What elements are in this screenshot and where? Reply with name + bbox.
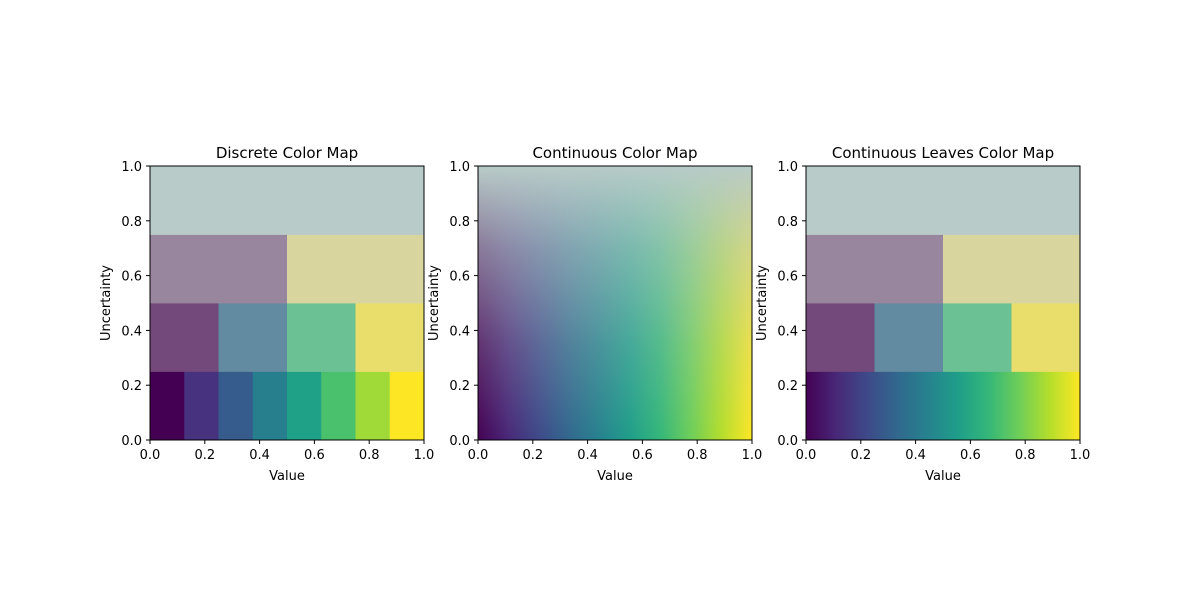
- x-tick-label: 0.0: [796, 448, 817, 463]
- y-tick-label: 0.8: [449, 215, 470, 230]
- heatmap-cell: [389, 371, 425, 441]
- y-tick-label: 0.2: [449, 379, 470, 394]
- heatmap-cell: [150, 371, 185, 441]
- x-tick-label: 0.4: [905, 448, 926, 463]
- x-axis-label: Value: [925, 469, 961, 484]
- y-tick-label: 0.8: [777, 215, 798, 230]
- y-axis-label: Uncertainty: [427, 265, 442, 341]
- heatmap-cell: [943, 234, 1081, 304]
- axes-frame: [149, 165, 425, 441]
- heatmap-cell: [150, 234, 288, 304]
- heatmap-cell: [218, 303, 288, 372]
- y-axis-label: Uncertainty: [99, 265, 114, 341]
- y-tick-label: 0.8: [121, 215, 142, 230]
- axes-frame: [477, 165, 753, 441]
- x-tick-label: 0.0: [468, 448, 489, 463]
- chart-title: Continuous Leaves Color Map: [832, 144, 1054, 162]
- heatmap-cell: [943, 303, 1012, 372]
- heatmap-cell: [218, 371, 254, 441]
- x-tick-label: 0.6: [960, 448, 981, 463]
- y-tick-label: 0.6: [777, 270, 798, 285]
- heatmap-cell: [252, 371, 288, 441]
- heatmap-cell: [806, 303, 875, 372]
- x-tick-label: 0.8: [687, 448, 708, 463]
- heatmap-cell: [806, 166, 1081, 235]
- x-tick-label: 0.6: [304, 448, 325, 463]
- x-tick-label: 0.0: [140, 448, 161, 463]
- panel-continuous: Continuous Color Map 0.0 0.2 0.4 0.6 0.8 1.00…: [427, 144, 762, 484]
- y-tick-label: 0.4: [121, 324, 142, 339]
- heatmap-cell: [184, 371, 219, 441]
- x-tick-label: 1.0: [1070, 448, 1091, 463]
- axes-frame: [805, 165, 1081, 441]
- x-tick-label: 0.4: [249, 448, 270, 463]
- y-tick-label: 1.0: [777, 160, 798, 175]
- chart-title: Discrete Color Map: [216, 144, 358, 162]
- x-tick-label: 1.0: [414, 448, 435, 463]
- heatmap-cell: [355, 303, 425, 372]
- y-tick-label: 0.2: [777, 379, 798, 394]
- heatmap-gradient-band: [806, 371, 1080, 440]
- heatmap-cell: [321, 371, 356, 441]
- y-tick-label: 0.6: [449, 270, 470, 285]
- plot-area: 0.0 0.2 0.4 0.6 0.8 1.0 0.0 0.2 0.4 0.6 0.8 1.0: [449, 160, 762, 463]
- chart-title: Continuous Color Map: [532, 144, 697, 162]
- y-axis-label: Uncertainty: [755, 265, 770, 341]
- x-tick-label: 1.0: [742, 448, 763, 463]
- heatmap-cell: [355, 371, 391, 441]
- y-tick-label: 1.0: [121, 160, 142, 175]
- heatmap-cell: [287, 234, 425, 304]
- panel-continuous-leaves: Continuous Leaves Color Map 0.0 0.2 0.4 0.6…: [755, 144, 1090, 484]
- heatmap-cell: [150, 303, 219, 372]
- x-tick-label: 0.8: [1015, 448, 1036, 463]
- x-tick-label: 0.2: [522, 448, 543, 463]
- x-tick-label: 0.8: [359, 448, 380, 463]
- plot-area: 0.0 0.2 0.4 0.6 0.8 1.0 0.0 0.2 0.4 0.6 0.8 1.0: [121, 160, 434, 463]
- x-axis-label: Value: [269, 469, 305, 484]
- x-tick-label: 0.2: [194, 448, 215, 463]
- x-tick-label: 0.6: [632, 448, 653, 463]
- x-axis-label: Value: [597, 469, 633, 484]
- y-tick-label: 0.2: [121, 379, 142, 394]
- heatmap-cell: [1011, 303, 1081, 372]
- y-tick-label: 0.6: [121, 270, 142, 285]
- y-tick-label: 0.4: [777, 324, 798, 339]
- y-tick-label: 0.0: [121, 434, 142, 449]
- panel-discrete: Discrete Color Map 0.0 0.2 0.4 0.6 0.8 1.00.0…: [99, 144, 434, 484]
- x-tick-label: 0.2: [850, 448, 871, 463]
- x-tick-label: 0.4: [577, 448, 598, 463]
- y-tick-label: 0.4: [449, 324, 470, 339]
- y-tick-label: 0.0: [449, 434, 470, 449]
- heatmap-cell: [287, 371, 322, 441]
- heatmap-cell: [150, 166, 425, 235]
- heatmap-cell: [806, 234, 944, 304]
- uncertainty-overlay: [478, 166, 752, 440]
- heatmap-cell: [287, 303, 356, 372]
- heatmap-cell: [874, 303, 944, 372]
- plot-area: 0.0 0.2 0.4 0.6 0.8 1.0 0.0 0.2 0.4 0.6 0.8 1.0: [777, 160, 1090, 463]
- y-tick-label: 1.0: [449, 160, 470, 175]
- y-tick-label: 0.0: [777, 434, 798, 449]
